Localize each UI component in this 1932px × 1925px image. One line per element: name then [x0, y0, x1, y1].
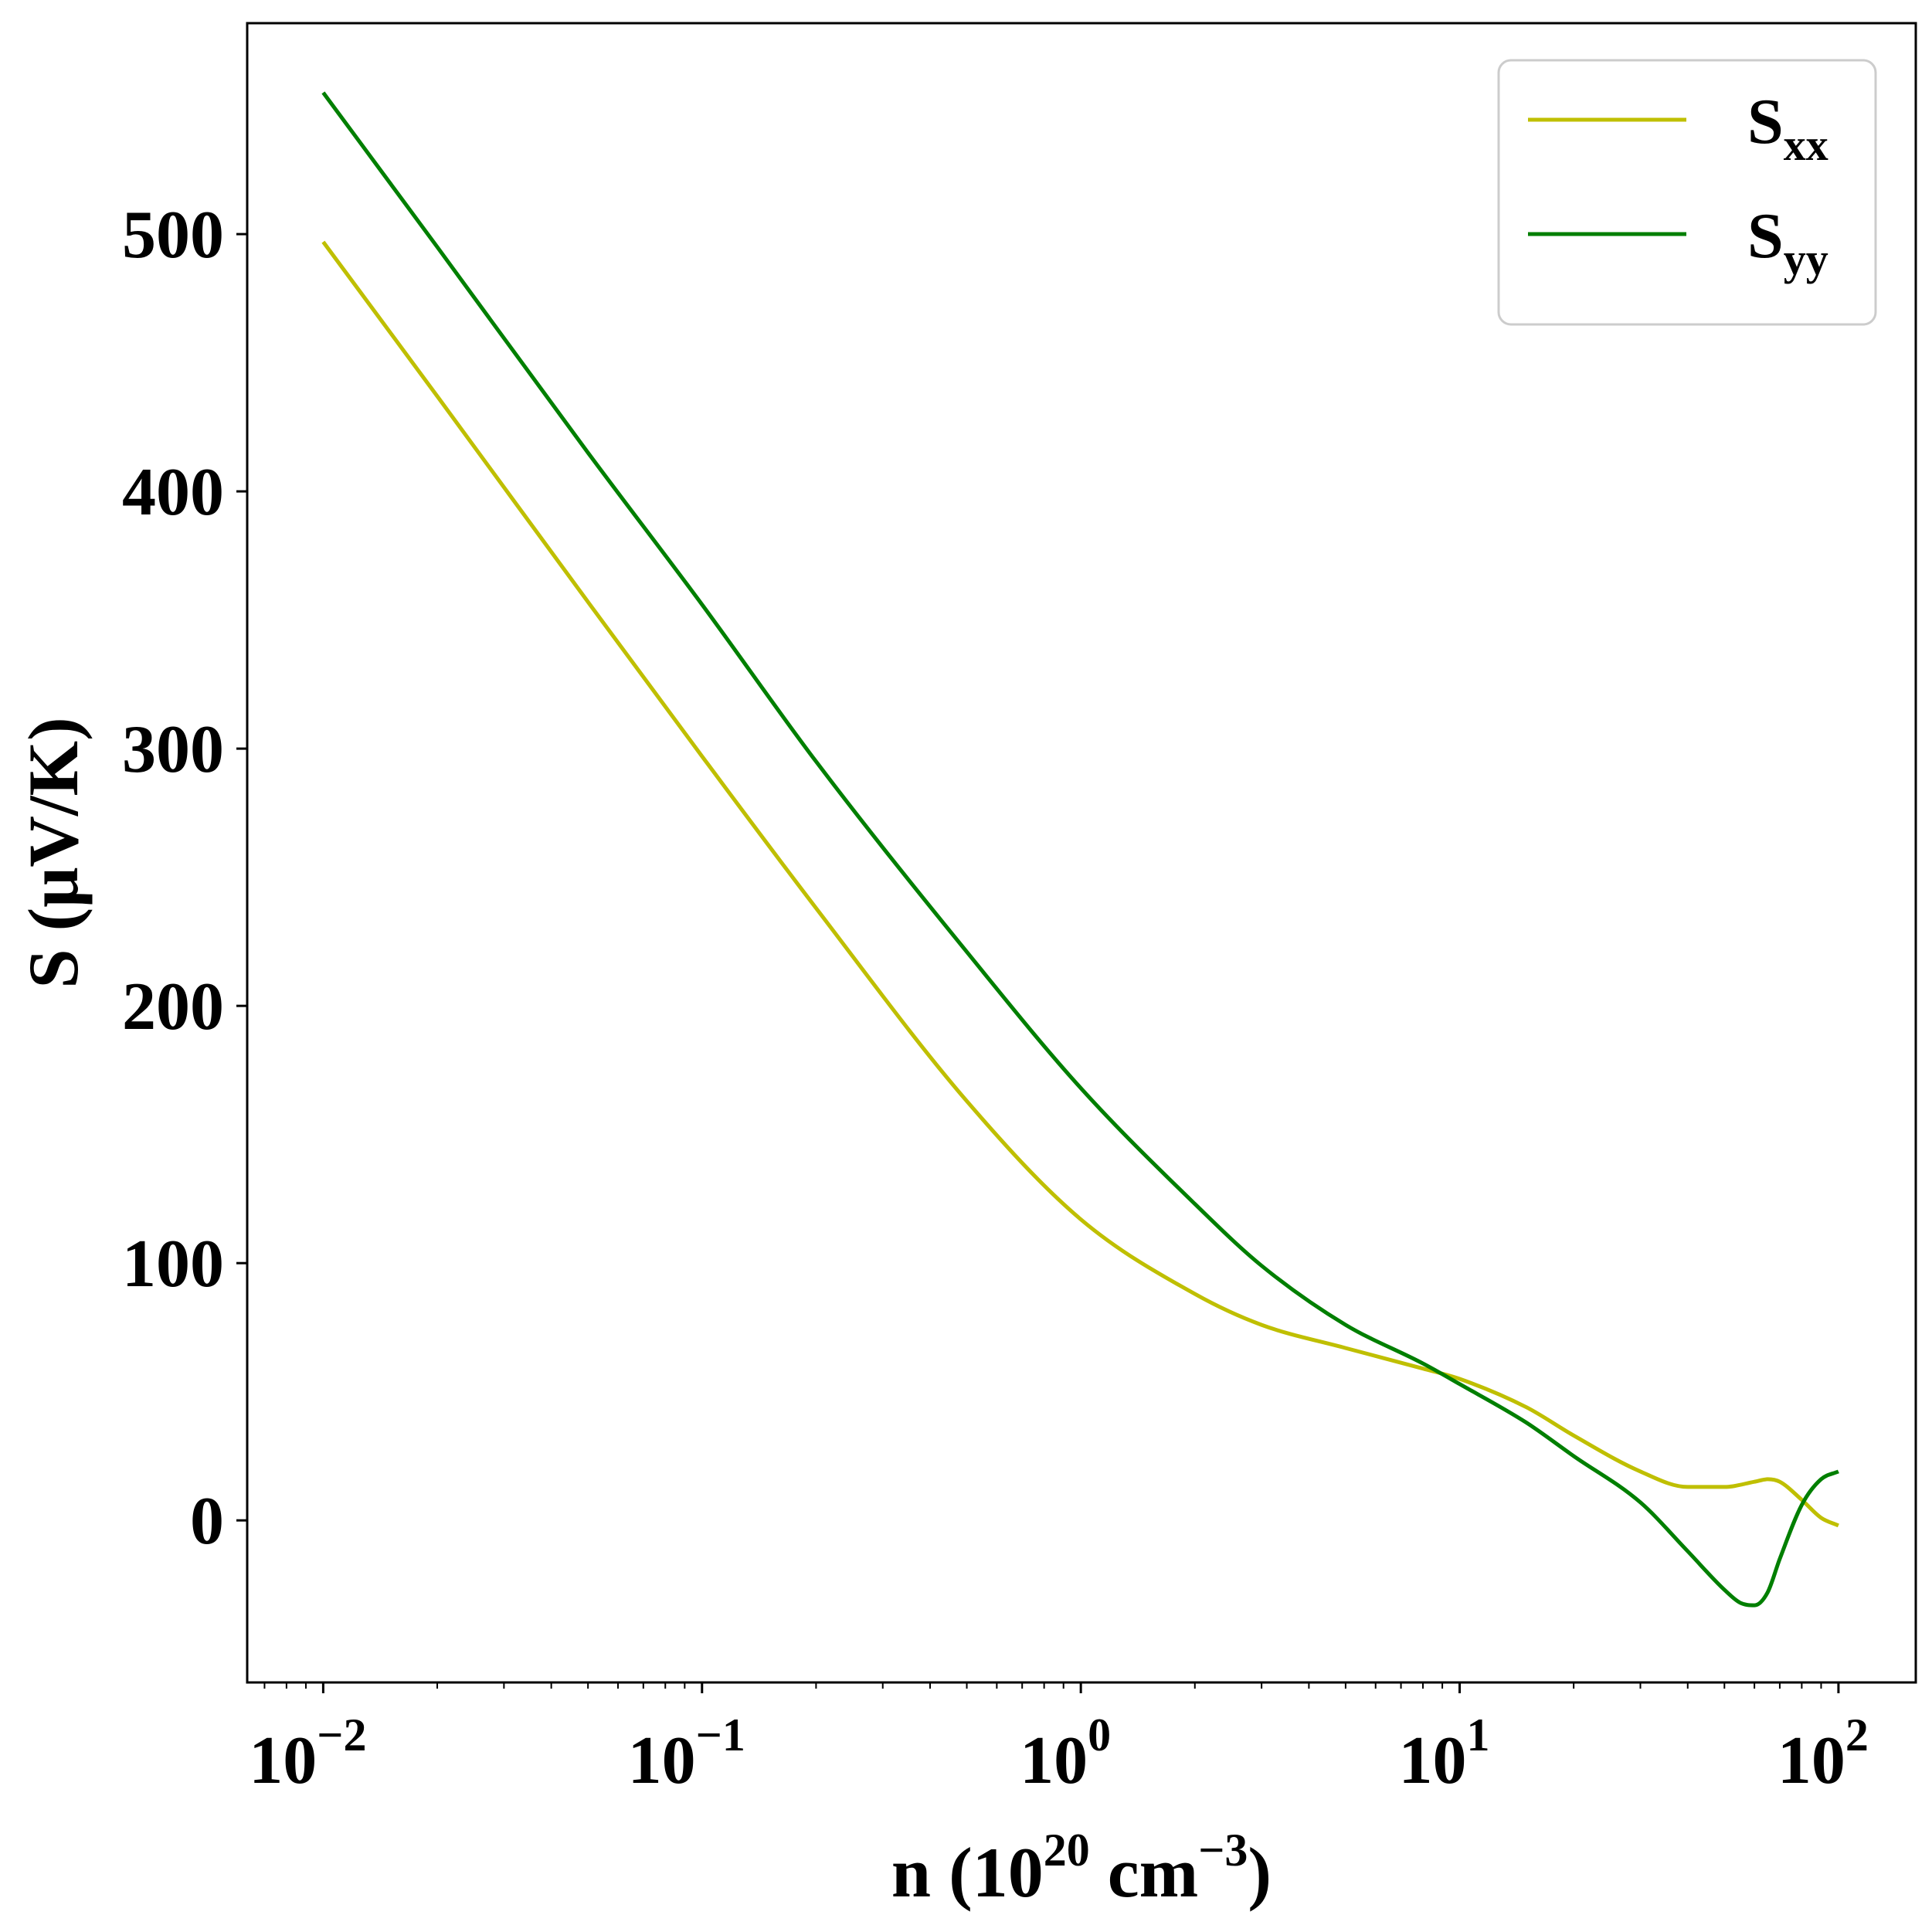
legend-label-base: S: [1747, 200, 1784, 272]
x-tick-label-exp: 2: [1845, 1709, 1869, 1760]
x-tick-label-base: 10: [1399, 1723, 1467, 1798]
legend-label-syy: Syy: [1747, 200, 1828, 284]
x-axis-label-part: cm: [1090, 1833, 1198, 1912]
y-tick-label: 100: [122, 1227, 224, 1302]
x-tick-label-base: 10: [628, 1723, 696, 1798]
x-tick-label: 100: [1020, 1709, 1111, 1798]
y-tick-label: 300: [122, 712, 224, 787]
x-axis-label-sup: 20: [1044, 1825, 1090, 1876]
x-axis-label: n (1020 cm−3): [891, 1825, 1272, 1912]
legend: Sxx Syy: [1497, 59, 1877, 326]
legend-label-sxx: Sxx: [1747, 86, 1828, 170]
x-tick-label: 10−2: [249, 1709, 366, 1798]
x-axis-ticks: 10−2 10−1 100 101 102: [249, 1682, 1869, 1798]
x-tick-label: 10−1: [628, 1709, 745, 1798]
x-tick-label-base: 10: [249, 1723, 317, 1798]
x-tick-label-exp: 0: [1088, 1709, 1111, 1760]
legend-label-sub: yy: [1784, 234, 1828, 284]
x-tick-label: 102: [1778, 1709, 1869, 1798]
series-line-sxx: [321, 240, 1839, 1528]
x-tick-label-exp: −1: [696, 1709, 745, 1760]
x-tick-label-base: 10: [1020, 1723, 1088, 1798]
y-tick-label: 400: [122, 455, 224, 530]
x-axis-label-sup: −3: [1198, 1825, 1248, 1876]
series-line-syy: [321, 91, 1839, 1608]
x-tick-label-exp: −2: [317, 1709, 366, 1760]
x-axis-label-part: ): [1248, 1833, 1272, 1912]
y-tick-label: 200: [122, 969, 224, 1044]
x-tick-label: 101: [1399, 1709, 1490, 1798]
y-axis-ticks: 0 100 200 300 400 500: [122, 198, 247, 1559]
y-axis-label: S (μV/K): [14, 717, 93, 988]
x-axis-label-part: n (10: [891, 1833, 1044, 1912]
x-tick-label-base: 10: [1778, 1723, 1845, 1798]
x-tick-label-exp: 1: [1467, 1709, 1490, 1760]
legend-label-sub: xx: [1784, 120, 1828, 170]
series-group: [321, 91, 1839, 1608]
y-tick-label: 0: [190, 1484, 224, 1559]
legend-label-base: S: [1747, 86, 1784, 158]
legend-frame: [1497, 59, 1877, 326]
y-tick-label: 500: [122, 198, 224, 273]
